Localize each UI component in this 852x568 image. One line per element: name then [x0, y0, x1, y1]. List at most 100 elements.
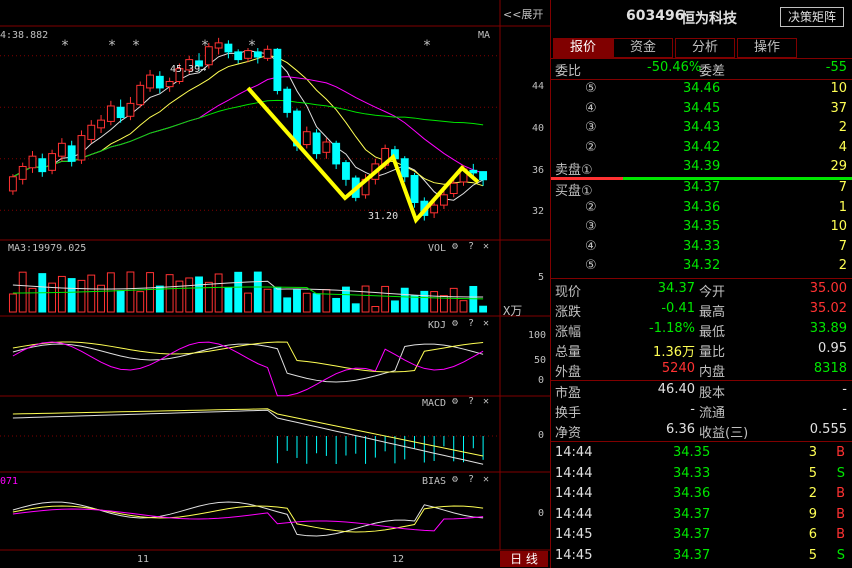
- macd-indicator-name[interactable]: MACD: [422, 398, 447, 409]
- ma40-line: [12, 99, 484, 178]
- tick-time: 14:44: [555, 506, 593, 522]
- quote-row: 外盘 5240 内盘 8318: [551, 360, 852, 380]
- close-icon[interactable]: ✕: [483, 396, 490, 407]
- macd-dea-line: [12, 408, 484, 457]
- kline-chart-svg[interactable]: * * * * * *: [0, 0, 550, 568]
- volume-bar: [214, 273, 223, 313]
- volume-bar: [155, 285, 164, 313]
- volume-bar: [449, 287, 458, 313]
- quote-value: 35.02: [809, 301, 847, 316]
- kline-chart-area[interactable]: * * * * * * 4:38.882 MA 45.39→ 31.20 <<展开 44 …: [0, 0, 550, 568]
- decision-matrix-button[interactable]: 决策矩阵: [780, 7, 844, 27]
- volume-bar: [430, 291, 439, 313]
- candle-body: [185, 59, 194, 71]
- tick-time: 14:45: [555, 547, 593, 563]
- order-level-label: ③: [585, 120, 597, 135]
- tab-analysis[interactable]: 分析: [675, 38, 735, 58]
- vol-indicator-name[interactable]: VOL: [428, 243, 447, 254]
- fundamental-value: 6.36: [666, 422, 695, 437]
- tick-row: 14:44 34.37 9 B: [551, 506, 852, 526]
- tick-volume: 3: [808, 445, 817, 460]
- ma10-line: [12, 54, 484, 187]
- gear-icon[interactable]: ⚙: [452, 241, 459, 252]
- quote-label: 最高: [699, 305, 726, 320]
- price-axis-tick: 44: [532, 81, 545, 92]
- candle-body: [224, 43, 233, 53]
- order-level-label: ④: [585, 238, 597, 254]
- kdj-indicator-name[interactable]: KDJ: [428, 320, 447, 331]
- stock-code: 603496: [626, 8, 685, 24]
- help-icon[interactable]: ?: [468, 318, 475, 329]
- kdj-axis-tick: 100: [528, 330, 547, 341]
- close-icon[interactable]: ✕: [483, 474, 490, 485]
- quote-value: 8318: [813, 361, 847, 376]
- candle-body: [48, 153, 57, 171]
- candle-body: [273, 48, 282, 92]
- ma-indicator-label[interactable]: MA: [478, 30, 491, 41]
- candle-body: [469, 169, 478, 174]
- candle-body: [439, 194, 448, 206]
- volume-bar: [391, 300, 399, 313]
- close-icon[interactable]: ✕: [483, 241, 490, 252]
- candle-body: [155, 75, 164, 89]
- quote-label: 最低: [699, 325, 726, 340]
- period-daily-button[interactable]: 日 线: [500, 551, 548, 567]
- tick-volume: 6: [808, 527, 817, 542]
- help-icon[interactable]: ?: [468, 396, 475, 407]
- price-axis-tick: 40: [532, 123, 545, 134]
- order-volume: 2: [838, 258, 847, 273]
- kdj-d-line: [12, 341, 484, 373]
- kdj-j-line: [12, 341, 484, 397]
- quote-value: 34.37: [657, 281, 695, 296]
- volume-bar: [273, 286, 282, 313]
- quote-value: 0.95: [818, 341, 847, 356]
- buy-order-row: ③ 34.35 10: [551, 218, 852, 238]
- gear-icon[interactable]: ⚙: [452, 318, 459, 329]
- candle-body: [146, 74, 154, 89]
- kdj-k-line: [12, 343, 484, 383]
- help-icon[interactable]: ?: [468, 241, 475, 252]
- help-icon[interactable]: ?: [468, 474, 475, 485]
- candle-body: [479, 171, 488, 181]
- fundamental-label: 股本: [699, 386, 726, 401]
- volume-bar: [312, 293, 321, 313]
- quote-label: 涨幅: [555, 325, 582, 340]
- gear-icon[interactable]: ⚙: [452, 474, 459, 485]
- tick-volume: 5: [808, 547, 817, 563]
- candle-body: [283, 88, 292, 113]
- tick-row: 14:45 34.37 5 S: [551, 547, 852, 567]
- x-axis-label: 12: [392, 554, 405, 565]
- bias-line-2: [12, 505, 484, 533]
- quote-value: 1.36万: [653, 345, 695, 360]
- order-volume: 4: [838, 139, 847, 155]
- volume-bar: [165, 274, 174, 313]
- tab-operation[interactable]: 操作: [737, 38, 797, 58]
- tick-row: 14:44 34.33 5 S: [551, 465, 852, 485]
- volume-bar: [185, 277, 194, 313]
- candle-body: [8, 176, 17, 192]
- tab-quote[interactable]: 报价: [553, 38, 613, 58]
- volume-bar: [8, 293, 17, 313]
- low-price-marker: 31.20: [368, 211, 399, 222]
- order-level-label: ③: [585, 219, 597, 234]
- order-volume: 37: [830, 100, 847, 116]
- gear-icon[interactable]: ⚙: [452, 396, 459, 407]
- candle-body: [136, 84, 145, 106]
- vol-axis-tick: 5: [538, 272, 545, 283]
- kdj-axis-tick: 50: [534, 355, 547, 366]
- tick-time: 14:45: [555, 527, 593, 542]
- close-icon[interactable]: ✕: [483, 318, 490, 329]
- bias-indicator-name[interactable]: BIAS: [422, 476, 447, 487]
- tab-funds[interactable]: 资金: [613, 38, 673, 58]
- tick-time: 14:44: [555, 465, 593, 481]
- volume-bar: [244, 292, 252, 313]
- fundamental-value: 0.555: [809, 422, 847, 437]
- weibi-row: 委比 -50.46% 委差 -55: [551, 59, 852, 79]
- volume-bar: [420, 290, 429, 313]
- buy-order-row: ④ 34.33 7: [551, 238, 852, 258]
- order-price: 34.43: [683, 120, 721, 135]
- order-price: 34.32: [683, 258, 721, 273]
- star-marker: *: [133, 38, 140, 54]
- expand-button[interactable]: <<展开: [503, 8, 544, 21]
- candle-body: [97, 119, 105, 129]
